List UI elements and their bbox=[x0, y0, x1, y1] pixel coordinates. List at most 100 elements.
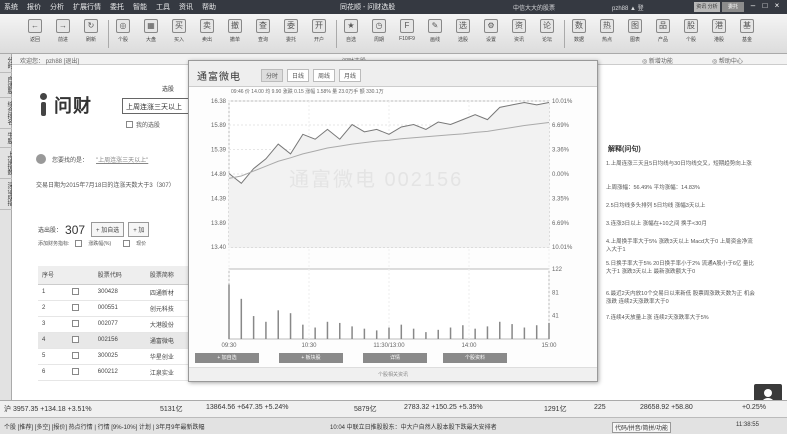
toolbar-button-11[interactable]: ★ 自选 bbox=[340, 17, 362, 51]
explanation-line[interactable]: 上周涨幅：56.49% 平均涨幅：14.83% bbox=[606, 185, 700, 191]
add-button[interactable]: + 加 bbox=[128, 222, 150, 237]
toolbar-button-25[interactable]: 基基金 bbox=[736, 17, 758, 51]
news-ticker[interactable]: 10:04 中联立日推股股东：中大户自然人股本股下跌最大安排者 bbox=[330, 425, 497, 431]
col-header-name[interactable]: 股票简称 bbox=[145, 266, 198, 285]
popup-footer[interactable]: 个股相关资讯 bbox=[189, 367, 597, 381]
col-header-no[interactable]: 序号 bbox=[38, 266, 68, 285]
toolbar-button-15[interactable]: 选选股 bbox=[452, 17, 474, 51]
cell-check[interactable] bbox=[67, 348, 94, 365]
sh-index-value[interactable]: 沪 3957.35 +134.18 +3.51% bbox=[4, 406, 92, 413]
toolbar-button-24[interactable]: 港港股 bbox=[708, 17, 730, 51]
menu-item-help[interactable]: 帮助 bbox=[202, 4, 216, 11]
code-search-button[interactable]: 代码/拼音/简拼/功能 bbox=[612, 422, 672, 433]
table-row[interactable]: 5 300025 华星创业 bbox=[38, 348, 198, 365]
cell-code[interactable]: 002156 bbox=[93, 332, 146, 349]
my-selection-checkbox[interactable]: 我的选股 bbox=[126, 120, 160, 129]
cell-code[interactable]: 000551 bbox=[93, 300, 146, 317]
cy-index-value[interactable]: 2783.32 +150.25 +5.35% bbox=[404, 404, 483, 411]
toolbar-button-18[interactable]: 论论坛 bbox=[536, 17, 558, 51]
menu-item-trade[interactable]: 委托 bbox=[110, 4, 124, 11]
menu-item-news[interactable]: 资讯 bbox=[179, 4, 193, 11]
checkbox-icon[interactable] bbox=[71, 352, 79, 360]
popup-tab-timeshare[interactable]: 分时 bbox=[261, 69, 284, 82]
menu-item-extended[interactable]: 扩展行情 bbox=[73, 4, 101, 11]
cell-check[interactable] bbox=[67, 300, 94, 317]
cell-name[interactable]: 华星创业 bbox=[145, 348, 198, 365]
new-features-link[interactable]: ◎ 新增功能 bbox=[642, 59, 673, 65]
toolbar-button-4[interactable]: ▦ 大盘 bbox=[140, 17, 162, 51]
toolbar-button-13[interactable]: F F10/F9 bbox=[396, 17, 418, 51]
popup-add-watchlist-button[interactable]: + 加自选 bbox=[195, 353, 259, 363]
cell-name[interactable]: 通富微电 bbox=[145, 332, 198, 349]
menu-item-smart[interactable]: 智能 bbox=[133, 4, 147, 11]
toolbar-button-0[interactable]: ← 返回 bbox=[24, 17, 46, 51]
toolbar-button-7[interactable]: 撤撤单 bbox=[224, 17, 246, 51]
explanation-line[interactable]: 6.最近2天内放10个交易日以来新低 股票周涨跌天数为正 机会涨跌 连续2天涨跌… bbox=[606, 291, 755, 305]
cell-check[interactable] bbox=[67, 284, 94, 301]
checkbox-icon[interactable] bbox=[75, 240, 83, 248]
toolbar-button-16[interactable]: ⚙ 设置 bbox=[480, 17, 502, 51]
popup-tab-weekly[interactable]: 周线 bbox=[313, 69, 336, 82]
vtab-timeshare[interactable]: 分时 bbox=[0, 54, 12, 73]
cell-code[interactable]: 600212 bbox=[93, 364, 146, 381]
col-header-code[interactable]: 股票代码 bbox=[93, 266, 146, 285]
explanation-line[interactable]: 3.连涨3日以上 涨幅在+10之间 换手<30月 bbox=[606, 221, 707, 227]
cell-name[interactable]: 创元科技 bbox=[145, 300, 198, 317]
popup-profile-button[interactable]: 个股资料 bbox=[443, 353, 507, 363]
toolbar-button-23[interactable]: 股个股 bbox=[680, 17, 702, 51]
explanation-line[interactable]: 4.上周换手率大于5% 涨跌3天以上 Macd大于0 上周资金净流入大于1 bbox=[606, 239, 753, 253]
toolbar-button-20[interactable]: 热热点 bbox=[596, 17, 618, 51]
popup-tab-monthly[interactable]: 月线 bbox=[339, 69, 362, 82]
menu-item-quote[interactable]: 报价 bbox=[27, 4, 41, 11]
cell-name[interactable]: 大港股份 bbox=[145, 316, 198, 333]
checkbox-icon[interactable] bbox=[71, 368, 79, 376]
toolbar-button-14[interactable]: ✎ 画线 bbox=[424, 17, 446, 51]
toolbar-button-2[interactable]: ↻ 刷新 bbox=[80, 17, 102, 51]
hs-index-value[interactable]: 28658.92 +58.80 bbox=[640, 404, 693, 411]
cell-code[interactable]: 002077 bbox=[93, 316, 146, 333]
cell-check[interactable] bbox=[67, 364, 94, 381]
toolbar-button-6[interactable]: 卖卖出 bbox=[196, 17, 218, 51]
bottom-left-links[interactable]: 个股 [推荐] [多空] [报价] 热点行情 | 行情 [9%-10%] 计划 … bbox=[4, 425, 205, 431]
welcome-text[interactable]: 欢迎您： pzh88 [退出] bbox=[20, 59, 80, 65]
sz-index-value[interactable]: 13864.56 +647.35 +5.24% bbox=[206, 404, 289, 411]
vtab-watchlist[interactable]: 自选股 bbox=[0, 73, 12, 98]
toolbar-button-22[interactable]: 品产品 bbox=[652, 17, 674, 51]
toolbar-button-1[interactable]: → 前进 bbox=[52, 17, 74, 51]
maximize-icon[interactable]: □ bbox=[762, 1, 768, 10]
explanation-line[interactable]: 2.5日均线多头排列 5日均线 涨幅3天以上 bbox=[606, 203, 706, 209]
menu-item-tools[interactable]: 工具 bbox=[156, 4, 170, 11]
toolbar-button-9[interactable]: 委委托 bbox=[280, 17, 302, 51]
popup-detail-button[interactable]: 详情 bbox=[363, 353, 427, 363]
news-analysis-button[interactable]: 资讯 分析 bbox=[694, 2, 720, 12]
help-center-link[interactable]: ◎ 帮助中心 bbox=[712, 59, 743, 65]
popup-tab-daily[interactable]: 日线 bbox=[287, 69, 310, 82]
toolbar-button-19[interactable]: 数数据 bbox=[568, 17, 590, 51]
trade-button[interactable]: 委托 bbox=[722, 2, 744, 12]
checkbox-icon[interactable] bbox=[71, 320, 79, 328]
table-row[interactable]: 1 300428 四通新材 bbox=[38, 284, 198, 301]
close-icon[interactable]: × bbox=[774, 1, 780, 10]
menu-item-analysis[interactable]: 分析 bbox=[50, 4, 64, 11]
vtab-hot-stocks[interactable]: 牛股 bbox=[0, 129, 12, 148]
cell-code[interactable]: 300025 bbox=[93, 348, 146, 365]
explanation-line[interactable]: 5.日换手率大于5% 20日换手率小于2% 流通A股小于6亿 量比大于1 涨跌3… bbox=[606, 261, 754, 275]
toolbar-button-12[interactable]: ◷ 周期 bbox=[368, 17, 390, 51]
vtab-sh-index[interactable]: 上证指数 bbox=[0, 148, 12, 179]
hint-link[interactable]: "上周连涨三天以上" bbox=[96, 157, 149, 164]
tab-select-stock[interactable]: 选股 bbox=[162, 87, 175, 93]
explanation-line[interactable]: 7.连续4天放量上涨 连续2天涨跌率大于5% bbox=[606, 315, 709, 321]
checkbox-icon[interactable] bbox=[71, 336, 79, 344]
cell-check[interactable] bbox=[67, 332, 94, 349]
toolbar-button-3[interactable]: ◎ 个股 bbox=[112, 17, 134, 51]
popup-sector-button[interactable]: + 板块股 bbox=[279, 353, 343, 363]
table-row[interactable]: 4 002156 通富微电 bbox=[38, 332, 198, 349]
checkbox-icon[interactable] bbox=[126, 121, 133, 128]
toolbar-button-21[interactable]: 图图表 bbox=[624, 17, 646, 51]
minimize-icon[interactable]: – bbox=[750, 1, 756, 10]
table-row[interactable]: 2 000551 创元科技 bbox=[38, 300, 198, 317]
toolbar-button-17[interactable]: 资资讯 bbox=[508, 17, 530, 51]
checkbox-icon[interactable] bbox=[71, 288, 79, 296]
cell-name[interactable]: 四通新材 bbox=[145, 284, 198, 301]
filter-change-pct[interactable]: 涨跌幅(%) bbox=[75, 240, 117, 248]
